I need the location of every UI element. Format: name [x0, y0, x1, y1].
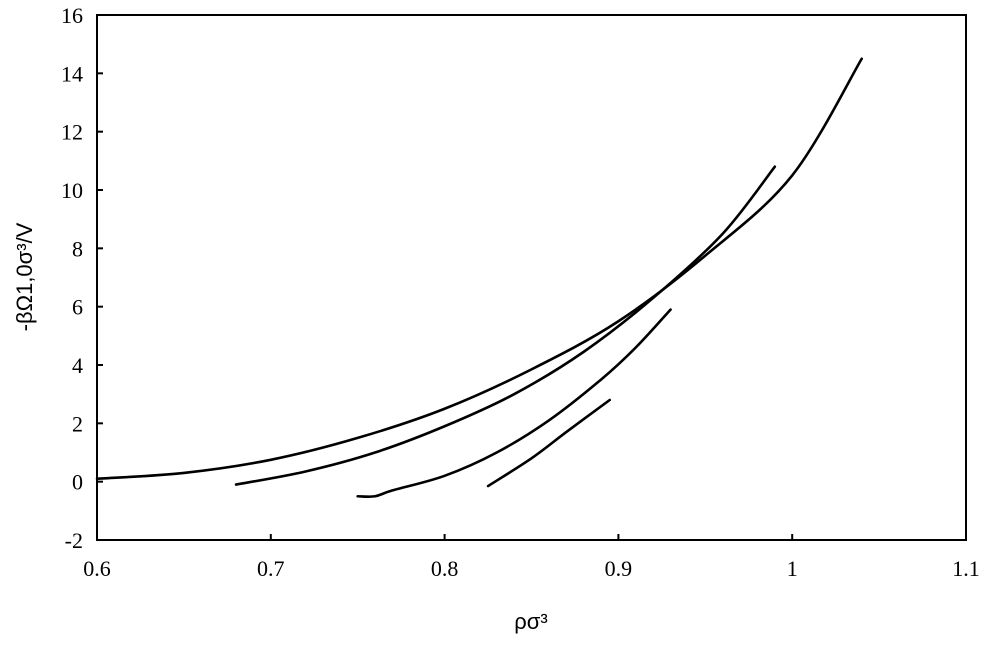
x-tick-label: 0.6 — [83, 556, 111, 581]
y-tick-label: 2 — [72, 411, 83, 436]
y-tick-label: 10 — [61, 178, 83, 203]
y-tick-label: 16 — [61, 3, 83, 28]
x-axis-title: ρσ³ — [514, 609, 547, 634]
y-tick-label: 4 — [72, 353, 83, 378]
y-tick-label: 14 — [61, 61, 83, 86]
x-tick-label: 0.9 — [605, 556, 633, 581]
y-tick-label: 0 — [72, 470, 83, 495]
x-tick-label: 0.8 — [431, 556, 459, 581]
x-tick-label: 1.1 — [952, 556, 980, 581]
y-tick-label: 6 — [72, 295, 83, 320]
y-axis-ticks: -2 0 2 4 6 8 10 12 14 16 — [61, 3, 103, 553]
y-tick-label: 8 — [72, 236, 83, 261]
series-line-3 — [356, 308, 672, 498]
plot-area — [96, 14, 967, 541]
series-line-4 — [486, 398, 612, 488]
series-layer — [95, 57, 864, 498]
x-tick-label: 0.7 — [257, 556, 285, 581]
series-line-2 — [234, 165, 777, 486]
x-tick-label: 1 — [787, 556, 798, 581]
series-line-1 — [95, 57, 864, 481]
x-axis-ticks: 0.6 0.7 0.8 0.9 1 1.1 — [83, 534, 980, 581]
y-tick-label: -2 — [65, 528, 83, 553]
y-axis-title: -βΩ1,0σ³/V — [12, 222, 37, 331]
y-tick-label: 12 — [61, 120, 83, 145]
